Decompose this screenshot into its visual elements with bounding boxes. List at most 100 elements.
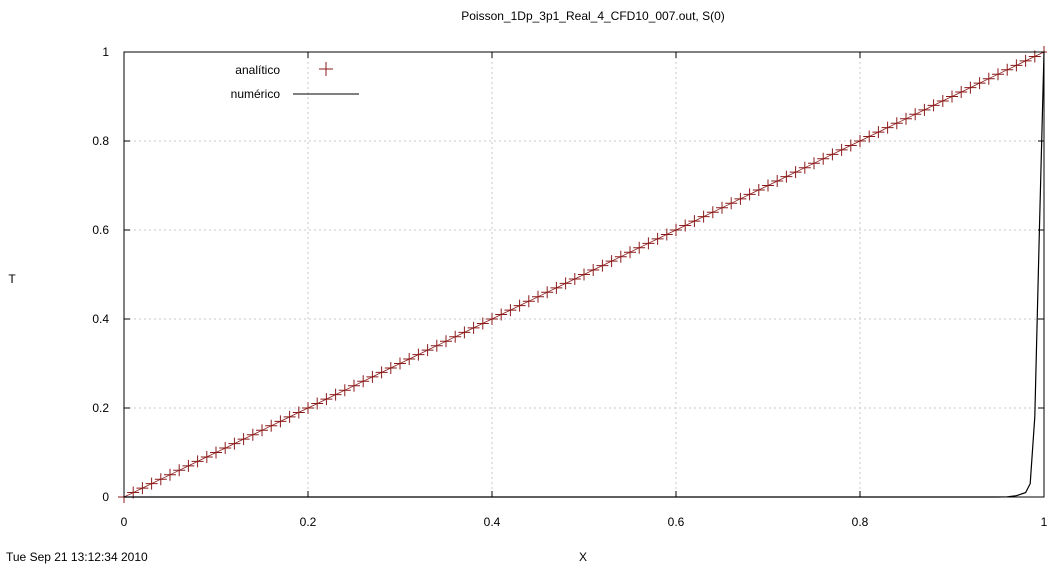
analitico-point: [900, 112, 912, 125]
analitico-point: [136, 482, 149, 495]
analitico-point: [1001, 63, 1014, 76]
analitico-point: [605, 255, 618, 268]
analitico-point: [522, 295, 535, 308]
y-tick-label: 0.8: [92, 134, 109, 148]
analitico-point: [210, 446, 222, 459]
analitico-point: [909, 108, 922, 121]
analitico-point: [982, 72, 995, 85]
analitico-point: [660, 228, 673, 241]
analitico-point: [440, 335, 452, 348]
analitico-point: [716, 201, 728, 214]
chart-title: Poisson_1Dp_3p1_Real_4_CFD10_007.out, S(…: [461, 9, 725, 23]
legend: analítico numérico: [231, 62, 359, 101]
analitico-point: [449, 330, 462, 343]
analitico-point: [559, 277, 572, 290]
analitico-point: [219, 442, 232, 455]
analitico-point: [789, 166, 802, 179]
analitico-point: [375, 366, 388, 379]
axis-ticks: 0 0.2 0.4 0.6 0.8 1 0 0.2 0.4 0.6 0.8 1: [92, 45, 1047, 529]
analitico-point: [541, 286, 554, 299]
analitico-point: [311, 397, 324, 410]
analitico-point: [394, 357, 406, 370]
analitico-point: [164, 468, 176, 481]
analitico-point: [412, 348, 425, 361]
y-tick-label: 0.4: [92, 312, 109, 326]
analitico-point: [348, 379, 360, 392]
analitico-point: [495, 308, 508, 321]
analitico-point: [504, 304, 517, 317]
analitico-point: [302, 402, 314, 414]
analitico-point: [532, 290, 544, 303]
analitico-point: [550, 281, 563, 294]
analitico-point: [1010, 59, 1023, 72]
analitico-point: [706, 206, 719, 219]
legend-label-numerico: numérico: [231, 87, 281, 101]
legend-label-analitico: analítico: [235, 63, 280, 77]
analitico-point: [688, 215, 701, 228]
analitico-point: [200, 450, 213, 463]
analitico-point: [274, 415, 287, 428]
y-tick-label: 0: [102, 490, 109, 504]
analitico-point: [854, 135, 866, 147]
analitico-point: [697, 210, 710, 223]
timestamp: Tue Sep 21 13:12:34 2010: [6, 550, 148, 564]
legend-plus-icon: [319, 62, 333, 76]
x-tick-label: 0.6: [668, 515, 685, 529]
analitico-point: [946, 90, 958, 103]
analitico-point: [338, 384, 351, 397]
y-axis-label: T: [8, 272, 16, 286]
analitico-point: [863, 130, 876, 143]
x-tick-label: 1: [1041, 515, 1047, 529]
analitico-point: [256, 424, 268, 437]
analitico-point: [320, 393, 333, 406]
series-layer: [118, 46, 1047, 503]
y-tick-label: 0.2: [92, 401, 109, 415]
legend-marker-plus: [319, 62, 333, 76]
analitico-point: [596, 259, 609, 272]
analitico-point: [973, 77, 986, 90]
analitico-point: [283, 410, 296, 423]
analitico-point: [734, 192, 747, 205]
analitico-point: [329, 388, 342, 401]
x-axis-label: X: [579, 550, 587, 564]
analitico-point: [1019, 54, 1032, 67]
analitico-point: [292, 406, 305, 419]
analitico-point: [872, 126, 885, 139]
analitico-point: [384, 361, 397, 374]
analitico-point: [936, 94, 949, 107]
analitico-point: [182, 459, 195, 472]
analitico-point: [568, 272, 581, 285]
x-tick-label: 0.4: [484, 515, 501, 529]
analitico-point: [725, 197, 738, 210]
analitico-point: [228, 437, 241, 450]
analitico-point: [743, 188, 756, 201]
analitico-point: [918, 103, 931, 116]
analitico-point: [458, 326, 471, 339]
analitico-point: [357, 375, 370, 388]
analitico-point: [486, 313, 498, 325]
analitico-point: [246, 428, 259, 441]
analitico-point: [421, 344, 434, 357]
analitico-point: [587, 264, 600, 277]
analitico-point: [237, 433, 250, 446]
plot-frame: [123, 51, 1045, 498]
analitico-point: [890, 117, 903, 130]
analitico-point: [173, 464, 186, 477]
analitico-point: [670, 224, 682, 236]
analitico-point: [430, 339, 443, 352]
analitico-point: [771, 175, 784, 188]
analitico-point: [403, 353, 416, 366]
analitico-point: [513, 299, 526, 312]
analitico-point: [624, 246, 636, 259]
analitico-point: [798, 161, 811, 174]
x-tick-label: 0.8: [852, 515, 869, 529]
analitico-point: [826, 148, 839, 161]
analitico-point: [817, 152, 830, 165]
y-tick-label: 0.6: [92, 223, 109, 237]
analitico-point: [633, 241, 646, 254]
analitico-point: [614, 250, 627, 263]
analitico-point: [881, 121, 894, 134]
analitico-point: [191, 455, 204, 468]
analitico-point: [265, 419, 278, 432]
